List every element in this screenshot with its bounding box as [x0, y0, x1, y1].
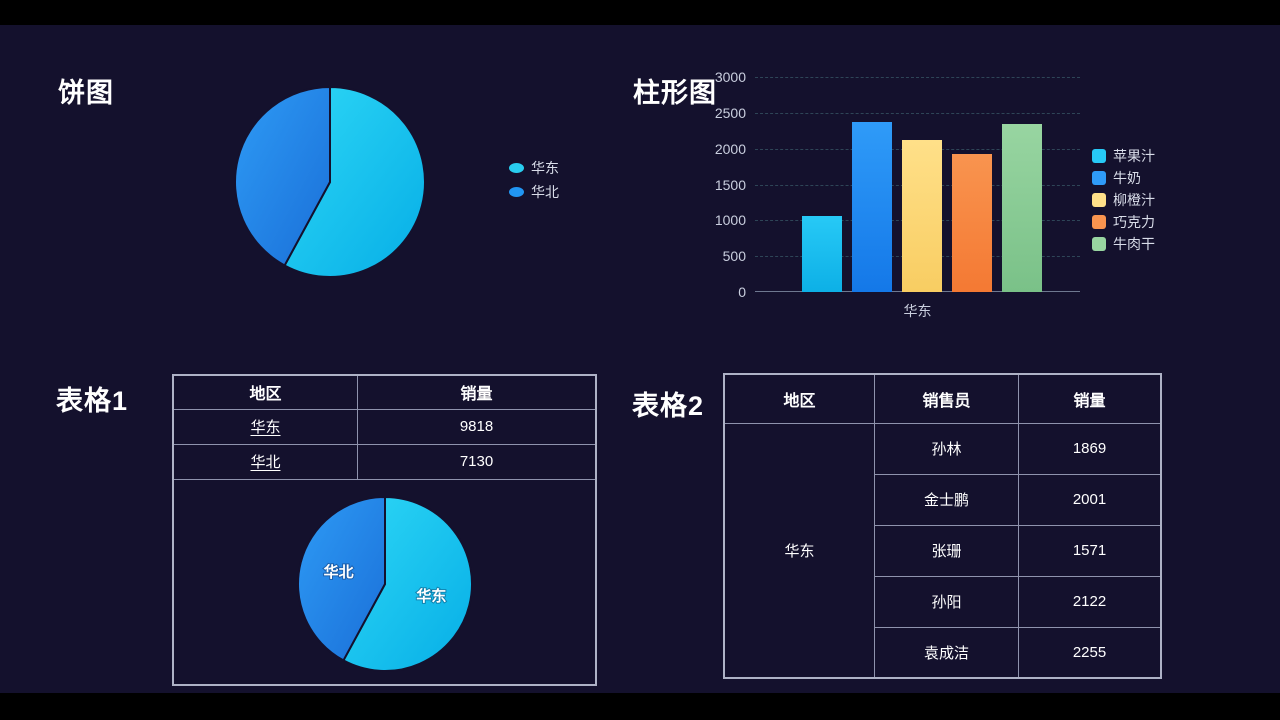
- salesperson-cell: 孙阳: [874, 575, 1019, 628]
- pie-legend-marker-icon: [509, 163, 524, 173]
- pie-chart-title: 饼图: [58, 78, 114, 108]
- region-cell: 华东: [172, 408, 358, 445]
- table-row: 华东 9818: [172, 408, 597, 445]
- gridline: [755, 112, 1080, 114]
- table-row: 金士鹏 2001: [724, 473, 1162, 526]
- y-axis-tick-label: 2500: [714, 104, 746, 121]
- table-row: 华北 7130: [172, 443, 597, 480]
- embedded-pie-cell: 华东 华北: [172, 478, 597, 686]
- bar-legend-marker-icon: [1092, 215, 1106, 229]
- table-row: 孙阳 2122: [724, 575, 1162, 628]
- pie-legend-label: 华北: [531, 184, 559, 200]
- bar-legend-item-柳橙汁[interactable]: 柳橙汁: [1092, 189, 1155, 211]
- pie-slice-华东[interactable]: [342, 495, 473, 672]
- pie-slice-华东[interactable]: [283, 86, 426, 278]
- bar-柳橙汁[interactable]: [902, 140, 942, 292]
- sales-cell: 1869: [1018, 422, 1162, 475]
- bar-legend-label: 苹果汁: [1113, 148, 1155, 164]
- region-link-huadong[interactable]: 华东: [250, 419, 281, 436]
- column-header-sales: 销量: [1018, 373, 1162, 424]
- pie-chart-legend: 华东 华北: [509, 156, 559, 204]
- table-pie-row: 华东 华北: [172, 478, 597, 686]
- pie-slice-华北[interactable]: [234, 86, 331, 267]
- salesperson-cell: 张珊: [874, 524, 1019, 577]
- bar-牛肉干[interactable]: [1002, 123, 1042, 292]
- bar-chart-plot: 华东 0 500 1000 1500 2000 2500 3000: [715, 69, 1080, 319]
- pie-legend-item-华北[interactable]: 华北: [509, 180, 559, 204]
- column-header-region: 地区: [723, 373, 875, 424]
- region-link-huabei[interactable]: 华北: [250, 454, 281, 471]
- sales-cell: 2122: [1018, 575, 1162, 628]
- y-axis-tick-label: 0: [738, 284, 746, 300]
- sales-cell: 2255: [1018, 626, 1162, 679]
- bar-legend-marker-icon: [1092, 149, 1106, 163]
- pie-chart: [234, 86, 426, 278]
- bar-legend-marker-icon: [1092, 171, 1106, 185]
- salesperson-cell: 袁成洁: [874, 626, 1019, 679]
- salesperson-cell: 孙林: [874, 422, 1019, 475]
- bar-legend-marker-icon: [1092, 193, 1106, 207]
- bar-巧克力[interactable]: [952, 154, 992, 292]
- region-sales-table: 地区 销量 华东 9818 华北 7130 华东 华北: [172, 374, 597, 686]
- column-header-sales: 销量: [357, 374, 597, 410]
- pie-slice-label: 华北: [324, 563, 354, 581]
- region-cell: 华北: [172, 443, 358, 480]
- column-header-region: 地区: [172, 374, 358, 410]
- bar-legend-label: 柳橙汁: [1113, 192, 1155, 208]
- pie-legend-marker-icon: [509, 187, 524, 197]
- bar-legend-marker-icon: [1092, 237, 1106, 251]
- table-row: 袁成洁 2255: [724, 626, 1162, 679]
- table-row: 华东 孙林 1869: [723, 422, 1162, 679]
- bar-chart-title: 柱形图: [633, 78, 717, 108]
- sales-cell: 1571: [1018, 524, 1162, 577]
- sales-cell: 7130: [357, 443, 597, 480]
- y-axis-tick-label: 1500: [714, 176, 746, 193]
- y-axis-tick-label: 2000: [714, 140, 746, 157]
- salesperson-table: 地区 销售员 销量 华东 孙林 1869 金士鹏 2001 张珊 1571 孙阳…: [723, 373, 1162, 679]
- sales-cell: 2001: [1018, 473, 1162, 526]
- bar-chart-x-axis-label: 华东: [903, 303, 932, 319]
- pie-legend-label: 华东: [531, 160, 559, 176]
- table-row: 张珊 1571: [724, 524, 1162, 577]
- dashboard-canvas: 饼图 柱形图 表格1 表格2 华东 华北 华东 0 500 1000 1500 2000 2…: [0, 25, 1280, 693]
- pie-legend-item-华东[interactable]: 华东: [509, 156, 559, 180]
- pie-slice-label: 华东: [416, 586, 446, 604]
- bar-苹果汁[interactable]: [802, 216, 842, 292]
- embedded-pie-chart: 华东 华北: [297, 495, 473, 672]
- bar-legend-item-牛肉干[interactable]: 牛肉干: [1092, 233, 1155, 255]
- bar-牛奶[interactable]: [852, 122, 892, 292]
- column-header-salesperson: 销售员: [874, 373, 1019, 424]
- y-axis-tick-label: 500: [722, 248, 746, 265]
- bar-legend-label: 牛奶: [1113, 170, 1141, 186]
- bar-legend-label: 巧克力: [1113, 214, 1155, 230]
- gridline: [755, 77, 1080, 78]
- sales-cell: 9818: [357, 408, 597, 445]
- bar-chart-legend: 苹果汁牛奶柳橙汁巧克力牛肉干: [1092, 145, 1155, 255]
- table-header-row: 地区 销售员 销量: [723, 373, 1162, 424]
- salesperson-cell: 金士鹏: [874, 473, 1019, 526]
- region-span-cell: 华东: [723, 422, 875, 679]
- bar-legend-item-牛奶[interactable]: 牛奶: [1092, 167, 1155, 189]
- pie-slice-华北[interactable]: [297, 495, 386, 661]
- y-axis-tick-label: 3000: [714, 69, 746, 85]
- table-header-row: 地区 销量: [172, 374, 597, 410]
- y-axis-tick-label: 1000: [714, 212, 746, 229]
- bar-legend-label: 牛肉干: [1113, 236, 1155, 252]
- bar-legend-item-苹果汁[interactable]: 苹果汁: [1092, 145, 1155, 167]
- table2-title: 表格2: [632, 391, 705, 421]
- table1-title: 表格1: [56, 386, 129, 416]
- bar-legend-item-巧克力[interactable]: 巧克力: [1092, 211, 1155, 233]
